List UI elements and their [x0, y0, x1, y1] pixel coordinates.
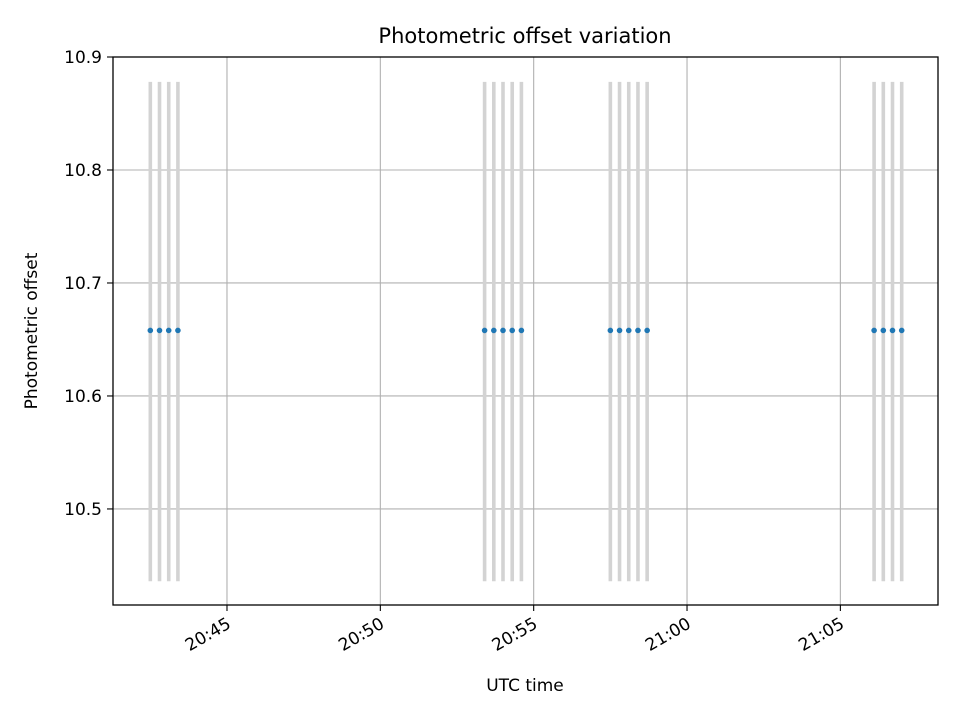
x-axis-ticks: 20:45 20:50 20:55 21:00 21:05	[182, 605, 848, 656]
data-point	[519, 328, 525, 334]
y-tick-label: 10.8	[64, 161, 102, 181]
y-tick-label: 10.5	[64, 500, 102, 520]
x-tick-label: 20:50	[335, 614, 387, 656]
data-point	[148, 328, 154, 334]
data-point	[166, 328, 172, 334]
x-tick-label: 21:00	[642, 614, 694, 656]
x-axis-label: UTC time	[486, 676, 564, 696]
chart: 20:45 20:50 20:55 21:00 21:05 10.510.610.710…	[0, 0, 960, 720]
data-point	[617, 328, 623, 334]
data-point	[635, 328, 641, 334]
data-point	[890, 328, 896, 334]
y-axis-ticks: 10.5 10.6 10.7 10.8 10.9	[64, 48, 113, 520]
data-point	[509, 328, 515, 334]
data-points	[148, 328, 905, 334]
data-point	[608, 328, 614, 334]
data-point	[626, 328, 632, 334]
chart-title: Photometric offset variation	[378, 24, 671, 48]
x-tick-label: 20:45	[182, 614, 234, 656]
y-tick-label: 10.9	[64, 48, 102, 68]
data-point	[644, 328, 650, 334]
data-point	[482, 328, 488, 334]
y-tick-label: 10.6	[64, 387, 102, 407]
data-point	[899, 328, 905, 334]
plot-area	[113, 57, 938, 605]
x-tick-label: 21:05	[795, 614, 847, 656]
data-point	[157, 328, 163, 334]
y-tick-label: 10.7	[64, 274, 102, 294]
data-point	[871, 328, 877, 334]
data-point	[175, 328, 181, 334]
data-point	[881, 328, 887, 334]
y-axis-label: Photometric offset	[22, 252, 42, 409]
x-tick-label: 20:55	[489, 614, 541, 656]
data-point	[491, 328, 497, 334]
vertical-markers	[150, 82, 901, 581]
data-point	[500, 328, 506, 334]
grid	[113, 57, 938, 605]
